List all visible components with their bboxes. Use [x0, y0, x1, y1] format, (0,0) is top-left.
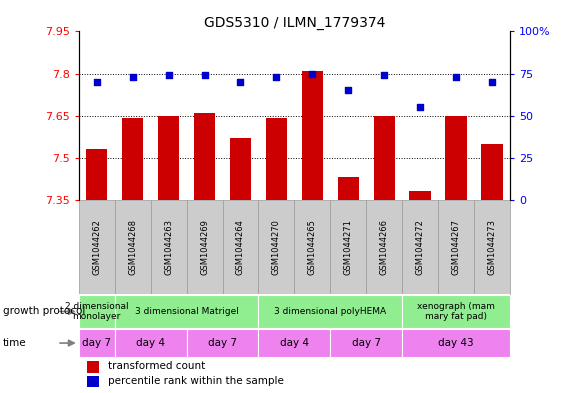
Text: GSM1044268: GSM1044268	[128, 219, 137, 275]
Point	[200, 72, 209, 78]
Text: day 7: day 7	[208, 338, 237, 348]
Text: GSM1044262: GSM1044262	[92, 219, 101, 275]
Text: day 7: day 7	[352, 338, 381, 348]
Text: 2 dimensional
monolayer: 2 dimensional monolayer	[65, 302, 128, 321]
Point	[128, 74, 138, 80]
Bar	[266, 118, 287, 200]
Bar	[223, 200, 258, 294]
Bar	[115, 329, 187, 356]
Bar	[338, 177, 359, 200]
Text: GSM1044266: GSM1044266	[380, 219, 389, 275]
Text: day 7: day 7	[82, 338, 111, 348]
Text: xenograph (mam
mary fat pad): xenograph (mam mary fat pad)	[417, 302, 495, 321]
Bar	[402, 200, 438, 294]
Text: GSM1044264: GSM1044264	[236, 219, 245, 275]
Text: GSM1044271: GSM1044271	[344, 219, 353, 275]
Bar	[79, 200, 115, 294]
Text: 3 dimensional Matrigel: 3 dimensional Matrigel	[135, 307, 238, 316]
Point	[451, 74, 461, 80]
Bar	[230, 138, 251, 200]
Text: day 43: day 43	[438, 338, 474, 348]
Bar	[258, 200, 294, 294]
Text: GSM1044267: GSM1044267	[452, 219, 461, 275]
Point	[308, 70, 317, 77]
Text: day 4: day 4	[136, 338, 165, 348]
Bar	[187, 200, 223, 294]
Bar	[115, 296, 258, 327]
Bar	[331, 329, 402, 356]
Text: transformed count: transformed count	[108, 361, 205, 371]
Bar	[122, 118, 143, 200]
Text: day 4: day 4	[280, 338, 309, 348]
Text: percentile rank within the sample: percentile rank within the sample	[108, 376, 283, 386]
Point	[380, 72, 389, 78]
Bar	[409, 191, 431, 200]
Text: growth protocol: growth protocol	[3, 307, 85, 316]
Bar	[258, 296, 402, 327]
Title: GDS5310 / ILMN_1779374: GDS5310 / ILMN_1779374	[203, 17, 385, 30]
Point	[487, 79, 497, 85]
Text: GSM1044269: GSM1044269	[200, 219, 209, 275]
Bar	[87, 375, 99, 387]
Bar	[301, 71, 323, 200]
Text: GSM1044270: GSM1044270	[272, 219, 281, 275]
Bar	[402, 296, 510, 327]
Bar	[150, 200, 187, 294]
Point	[92, 79, 101, 85]
Bar	[194, 113, 215, 200]
Bar	[79, 329, 115, 356]
Bar	[258, 329, 331, 356]
Bar	[115, 200, 150, 294]
Text: GSM1044272: GSM1044272	[416, 219, 425, 275]
Bar	[438, 200, 474, 294]
Text: 3 dimensional polyHEMA: 3 dimensional polyHEMA	[275, 307, 387, 316]
Bar	[482, 143, 503, 200]
Bar	[87, 361, 99, 373]
Bar	[187, 329, 258, 356]
Text: time: time	[3, 338, 27, 348]
Text: GSM1044273: GSM1044273	[487, 219, 497, 275]
Text: GSM1044263: GSM1044263	[164, 219, 173, 275]
Point	[416, 104, 425, 110]
Bar	[402, 329, 510, 356]
Point	[344, 87, 353, 94]
Bar	[158, 116, 180, 200]
Text: GSM1044265: GSM1044265	[308, 219, 317, 275]
Bar	[366, 200, 402, 294]
Point	[164, 72, 173, 78]
Bar	[445, 116, 467, 200]
Bar	[374, 116, 395, 200]
Bar	[474, 200, 510, 294]
Bar	[294, 200, 331, 294]
Bar	[79, 296, 115, 327]
Point	[272, 74, 281, 80]
Point	[236, 79, 245, 85]
Bar	[86, 149, 107, 200]
Bar	[331, 200, 366, 294]
